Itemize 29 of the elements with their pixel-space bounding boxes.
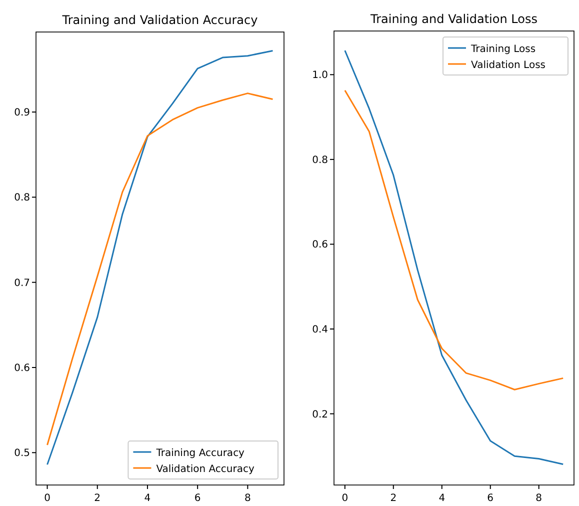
line-series (46, 50, 274, 466)
legend-label: Validation Loss (471, 60, 546, 71)
x-tick-label: 6 (194, 493, 201, 504)
y-tick-label: 0.2 (312, 409, 328, 420)
line-series (46, 92, 274, 446)
y-tick-label: 0.6 (14, 362, 30, 374)
y-tick-label: 1.0 (312, 70, 328, 82)
chart-title: Training and Validation Accuracy (61, 13, 258, 27)
x-tick-label: 8 (536, 493, 542, 504)
line-series (344, 90, 564, 390)
y-tick-label: 0.7 (14, 278, 30, 289)
legend-label: Training Accuracy (155, 448, 245, 459)
x-tick-label: 4 (144, 493, 151, 504)
y-tick-label: 0.8 (14, 192, 30, 204)
chart-title: Training and Validation Loss (370, 12, 538, 26)
legend-label: Training Loss (470, 44, 536, 55)
x-tick-label: 4 (438, 493, 446, 504)
x-tick-label: 2 (94, 493, 101, 504)
y-tick-label: 0.6 (312, 240, 328, 251)
y-tick-label: 0.4 (312, 324, 328, 336)
y-tick-label: 0.8 (312, 154, 328, 166)
x-tick-label: 0 (342, 493, 348, 504)
legend-label: Validation Accuracy (156, 464, 254, 475)
x-tick-label: 8 (244, 493, 251, 504)
x-tick-label: 2 (390, 493, 397, 504)
y-tick-label: 0.5 (14, 448, 30, 460)
x-tick-label: 6 (487, 493, 494, 504)
x-tick-label: 0 (44, 493, 50, 504)
y-tick-label: 0.9 (14, 108, 30, 119)
